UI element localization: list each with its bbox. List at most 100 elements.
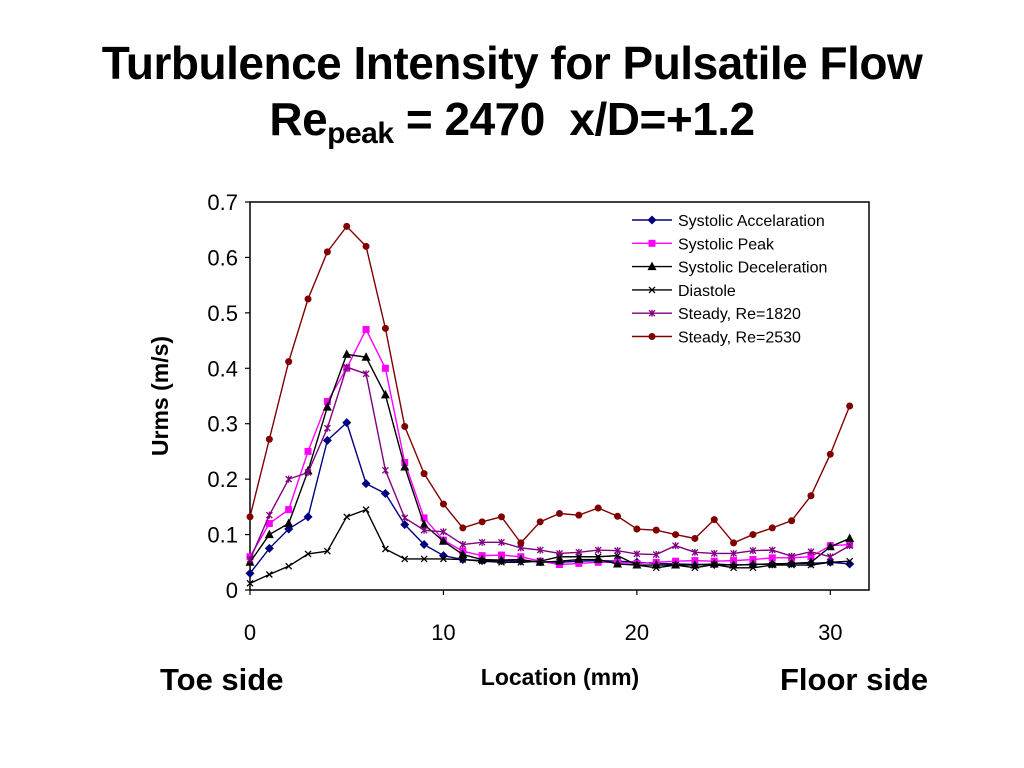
data-point <box>323 398 331 406</box>
data-point <box>497 513 505 521</box>
data-point <box>730 564 738 572</box>
data-point <box>672 542 680 550</box>
data-point <box>420 470 428 478</box>
data-point <box>303 512 313 522</box>
data-point <box>420 555 428 563</box>
data-point <box>517 539 525 547</box>
data-point <box>361 352 371 361</box>
data-point <box>265 435 273 443</box>
data-point <box>438 551 448 561</box>
data-point <box>304 550 312 558</box>
data-point <box>246 556 254 564</box>
data-point <box>304 447 312 455</box>
data-point <box>556 549 563 557</box>
data-point <box>323 424 331 432</box>
data-point <box>825 541 835 551</box>
data-point <box>594 553 602 561</box>
data-point <box>420 514 428 522</box>
y-tick-label: 0.7 <box>207 190 238 215</box>
series-line <box>249 508 850 584</box>
legend-marker <box>647 215 657 225</box>
data-point <box>322 435 332 445</box>
data-point <box>788 561 796 569</box>
legend-item: Systolic Accelaration <box>632 213 825 230</box>
y-tick-label: 0.1 <box>207 523 238 548</box>
plot-area-frame <box>249 201 870 591</box>
chart-subtitle: Repeak = 2470 x/D=+1.2 <box>0 92 1024 151</box>
data-point <box>749 531 757 539</box>
data-point <box>575 511 583 519</box>
data-point <box>575 548 583 556</box>
data-point <box>556 510 563 518</box>
data-point <box>401 514 409 522</box>
x-tick-label: 20 <box>625 620 649 645</box>
x-axis-label: Location (mm) <box>481 664 639 690</box>
data-point <box>381 324 389 332</box>
data-point <box>807 553 815 561</box>
floor-side-label: Floor side <box>780 662 929 697</box>
x-tick-label: 10 <box>431 620 455 645</box>
y-tick-label: 0.4 <box>207 356 238 381</box>
y-tick-label: 0 <box>226 578 238 603</box>
data-point <box>459 556 467 563</box>
data-point <box>400 461 410 471</box>
legend-label: Systolic Deceleration <box>678 260 827 277</box>
data-point <box>768 561 776 569</box>
data-point <box>846 557 854 565</box>
data-point <box>362 242 370 250</box>
data-point <box>361 479 371 489</box>
data-point <box>323 248 331 256</box>
data-point <box>807 561 815 569</box>
y-tick-label: 0.2 <box>207 467 238 492</box>
series-6 <box>246 222 854 547</box>
data-point <box>438 536 448 545</box>
legend-label: Steady, Re=1820 <box>678 306 801 323</box>
series-line <box>249 353 850 566</box>
data-point <box>749 547 757 555</box>
data-point <box>498 538 505 546</box>
data-point <box>807 548 815 556</box>
data-point <box>458 549 468 559</box>
legend-item: Systolic Deceleration <box>632 260 827 277</box>
data-point <box>633 561 641 569</box>
y-axis-label: Urms (m/s) <box>147 336 173 456</box>
data-point <box>710 516 718 524</box>
legend-label: Diastole <box>678 283 736 300</box>
data-point <box>322 402 332 411</box>
x-tick-label: 0 <box>244 620 256 645</box>
data-point <box>614 547 621 555</box>
data-point <box>285 506 293 514</box>
series-1 <box>245 418 855 578</box>
legend-marker <box>648 286 656 294</box>
data-point <box>788 552 796 560</box>
data-point <box>633 550 641 558</box>
data-point <box>285 562 293 570</box>
y-tick-label: 0.3 <box>207 412 238 437</box>
data-point <box>768 524 776 532</box>
data-point <box>710 561 718 568</box>
data-point <box>420 526 428 534</box>
data-point <box>710 549 718 557</box>
data-point <box>380 489 390 499</box>
data-point <box>478 518 486 526</box>
data-point <box>846 542 854 550</box>
legend: Systolic Accelaration Systolic Peak Systol… <box>632 213 827 347</box>
legend-marker <box>648 333 656 340</box>
data-point <box>672 561 680 569</box>
data-point <box>343 222 351 230</box>
legend-label: Systolic Accelaration <box>678 213 825 230</box>
legend-marker <box>648 239 656 247</box>
data-point <box>594 546 602 554</box>
data-point <box>594 504 602 512</box>
data-point <box>788 517 796 525</box>
data-point <box>691 548 699 556</box>
data-point <box>381 466 389 474</box>
data-point <box>807 492 815 500</box>
y-tick-label: 0.6 <box>207 245 238 270</box>
data-point <box>574 554 584 564</box>
data-point <box>614 512 622 520</box>
data-point <box>381 545 389 553</box>
data-point <box>536 546 544 554</box>
data-point <box>826 553 834 561</box>
